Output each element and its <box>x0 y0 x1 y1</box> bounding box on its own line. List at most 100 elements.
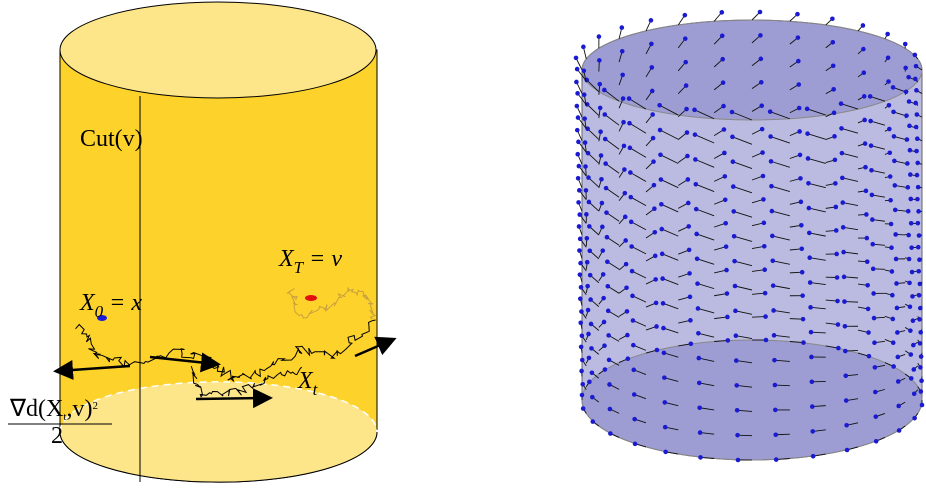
field-point <box>732 234 737 239</box>
field-point <box>890 293 895 298</box>
field-point <box>686 224 691 229</box>
field-point <box>578 272 583 277</box>
field-point <box>842 275 847 280</box>
field-point <box>807 255 812 260</box>
field-point <box>574 80 579 85</box>
field-point <box>662 351 667 356</box>
field-point <box>604 186 609 191</box>
field-point <box>805 107 810 112</box>
field-point <box>653 277 658 282</box>
field-point <box>867 354 872 359</box>
field-point <box>660 276 665 281</box>
label-base: X <box>297 368 314 394</box>
field-point <box>810 404 815 409</box>
field-point <box>915 197 920 202</box>
field-point <box>908 148 913 153</box>
field-point <box>895 330 900 335</box>
field-point <box>913 53 918 58</box>
field-point <box>797 106 802 111</box>
field-point <box>909 352 914 357</box>
field-point <box>608 407 613 412</box>
field-point <box>919 378 924 383</box>
field-point <box>655 348 660 353</box>
field-point <box>763 291 768 296</box>
field-point <box>725 315 730 320</box>
field-point <box>845 448 850 453</box>
field-point <box>622 167 627 172</box>
field-point <box>870 193 875 198</box>
field-point <box>917 233 922 238</box>
field-point <box>861 70 866 75</box>
field-point <box>721 80 726 85</box>
field-point <box>576 200 581 205</box>
field-point <box>734 333 739 338</box>
field-point <box>588 297 593 302</box>
field-point <box>733 309 738 314</box>
numerator-part: ∇d(X <box>9 396 63 422</box>
field-point <box>771 308 776 313</box>
field-point <box>599 153 604 158</box>
field-point <box>872 316 877 321</box>
field-point <box>576 176 581 181</box>
field-point <box>909 376 914 381</box>
field-point <box>761 197 766 202</box>
field-point <box>796 82 801 87</box>
field-point <box>659 177 664 182</box>
field-point <box>841 225 846 230</box>
top-face <box>60 2 376 98</box>
field-point <box>698 430 703 435</box>
field-point <box>601 272 606 277</box>
field-point <box>722 151 727 156</box>
field-point <box>579 345 584 350</box>
field-point <box>587 380 592 385</box>
field-point <box>683 36 688 41</box>
field-point <box>625 333 630 338</box>
field-point <box>733 284 738 289</box>
field-point <box>897 428 902 433</box>
field-point <box>597 82 602 87</box>
field-point <box>625 309 630 314</box>
field-point <box>577 188 582 193</box>
target-point <box>305 295 317 301</box>
field-point <box>830 16 835 21</box>
field-point <box>631 343 636 348</box>
field-point <box>800 270 805 275</box>
field-point <box>760 150 765 155</box>
field-point <box>723 174 728 179</box>
field-point <box>806 181 811 186</box>
field-point <box>915 136 920 141</box>
field-point <box>628 170 633 175</box>
field-point <box>908 328 913 333</box>
field-point <box>620 25 625 30</box>
field-point <box>623 238 628 243</box>
field-point <box>907 99 912 104</box>
field-point <box>801 317 806 322</box>
field-point <box>632 392 637 397</box>
right-cylinder <box>574 10 925 463</box>
field-point <box>886 79 891 84</box>
field-point <box>585 260 590 265</box>
label-rest: = x <box>109 290 142 316</box>
field-point <box>736 458 741 463</box>
field-point <box>759 103 764 108</box>
field-point <box>835 275 840 280</box>
field-point <box>903 66 908 71</box>
field-point <box>836 322 841 327</box>
field-point <box>807 206 812 211</box>
field-point <box>910 294 915 299</box>
field-point <box>731 209 736 214</box>
field-point <box>891 364 896 369</box>
field-point <box>586 175 591 180</box>
left-cylinder: Cut(v) XT= v X0= x Xt ∇d(Xt,v)2 2 <box>8 2 392 482</box>
field-point <box>601 296 606 301</box>
field-point <box>684 107 689 112</box>
field-point <box>844 398 849 403</box>
field-point <box>887 150 892 155</box>
field-point <box>864 212 869 217</box>
field-point <box>688 295 693 300</box>
field-point <box>916 221 921 226</box>
field-point <box>723 221 728 226</box>
field-point <box>809 355 814 360</box>
field-point <box>764 338 769 343</box>
field-point <box>843 324 848 329</box>
